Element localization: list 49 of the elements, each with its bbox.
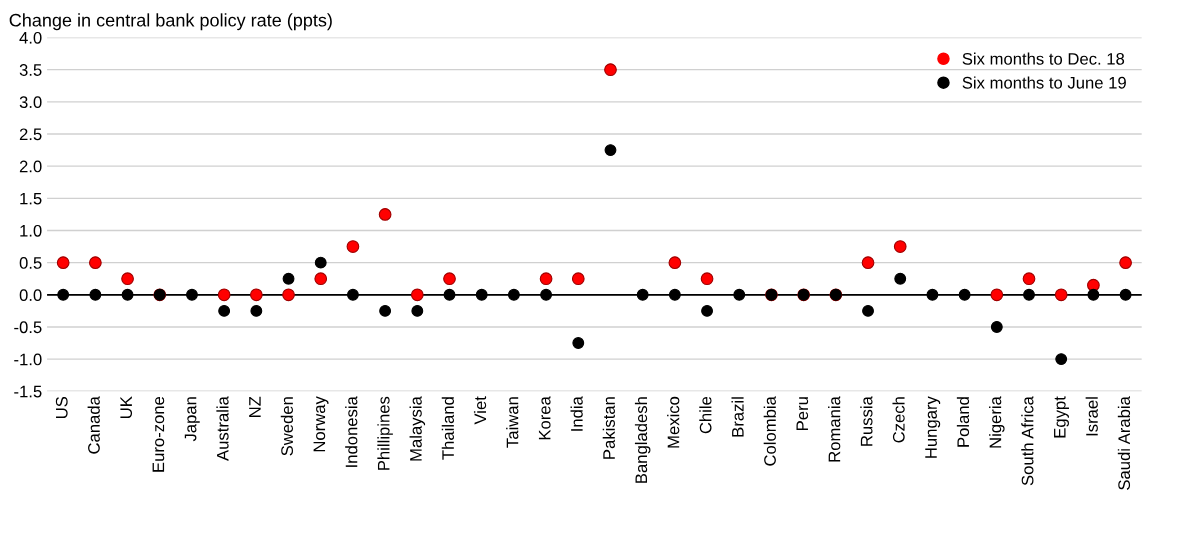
x-tick-label: Korea <box>538 396 551 440</box>
y-tick-label: -1.0 <box>14 353 42 366</box>
x-tick-label: UK <box>120 396 133 419</box>
x-tick-label: Romania <box>828 396 841 462</box>
y-tick-label: 4.0 <box>19 31 42 44</box>
x-tick-label: Poland <box>956 397 970 447</box>
x-tick-label: Norway <box>313 396 329 452</box>
y-tick-label: 0.5 <box>19 257 42 269</box>
x-tick-label: Russia <box>860 396 873 446</box>
x-tick-label: Egypt <box>1054 396 1069 438</box>
x-tick-label: Bangladesh <box>634 397 651 483</box>
x-tick-label: Malaysia <box>409 396 426 461</box>
chart-title: Change in central bank policy rate (ppts) <box>9 13 332 31</box>
y-tick-label: 3.5 <box>19 64 42 76</box>
x-tick-label: Euro-zone <box>152 396 165 472</box>
x-tick-label: Pakistan <box>602 397 615 459</box>
x-tick-label: South Africa <box>1021 396 1034 486</box>
y-tick-label: 3.0 <box>19 96 42 109</box>
legend-label: Six months to June 19 <box>962 76 1126 89</box>
x-tick-label: Chile <box>699 396 712 434</box>
x-tick-label: Peru <box>796 397 809 430</box>
x-tick-label: Czech <box>892 397 905 443</box>
y-tick-label: -0.5 <box>14 321 42 334</box>
x-tick-label: Mexico <box>667 396 680 448</box>
x-tick-label: Canada <box>87 396 100 454</box>
x-tick-label: India <box>570 396 583 431</box>
y-tick-label: 1.5 <box>20 192 42 205</box>
x-tick-label: Hungary <box>925 396 941 458</box>
x-tick-label: Thailand <box>441 397 454 460</box>
x-tick-label: Israel <box>1085 397 1098 436</box>
y-tick-label: 2.5 <box>19 128 42 141</box>
x-tick-label: Sweden <box>280 397 294 456</box>
x-tick-label: Taiwan <box>506 397 519 448</box>
x-tick-label: Japan <box>184 397 200 442</box>
x-tick-label: Viet <box>473 396 487 425</box>
y-tick-label: -1.5 <box>14 385 42 398</box>
x-tick-label: Colombia <box>763 396 776 466</box>
x-tick-label: Indonesia <box>345 396 358 467</box>
x-tick-label: NZ <box>249 396 261 417</box>
x-tick-label: Brazil <box>731 397 744 437</box>
x-tick-label: Phillipines <box>377 396 393 470</box>
x-tick-label: US <box>55 396 68 419</box>
y-tick-label: 1.0 <box>20 224 42 237</box>
y-tick-label: 2.0 <box>19 160 42 173</box>
x-tick-label: Saudi Arabia <box>1117 396 1131 490</box>
y-tick-label: 0.0 <box>19 289 42 301</box>
x-tick-label: Australia <box>216 396 229 461</box>
x-tick-label: Nigeria <box>989 396 1005 448</box>
legend-label: Six months to Dec. 18 <box>962 52 1125 65</box>
